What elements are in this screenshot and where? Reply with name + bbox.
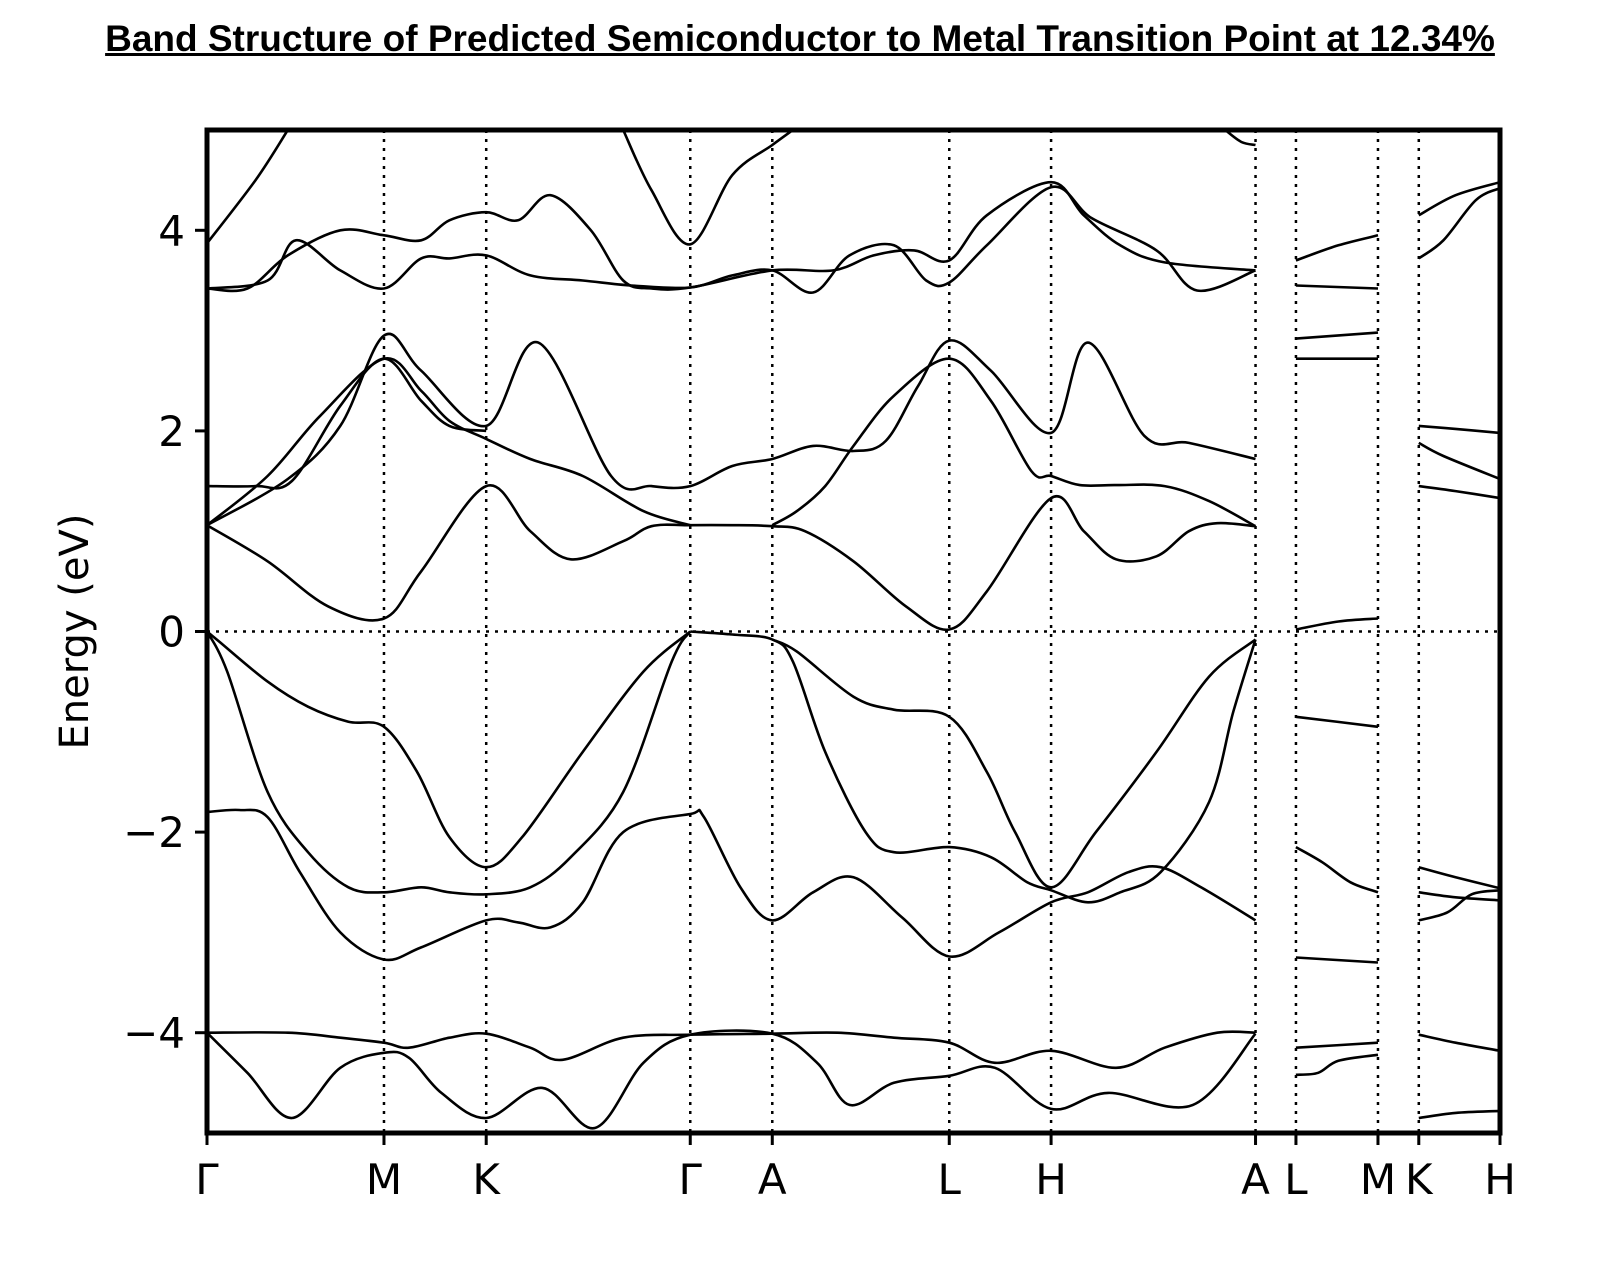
band-line bbox=[1295, 956, 1379, 964]
y-tick-label: 2 bbox=[158, 407, 185, 456]
band-line bbox=[1418, 441, 1500, 481]
band-line bbox=[622, 130, 794, 246]
band-line bbox=[207, 130, 289, 245]
band-line bbox=[207, 332, 1256, 527]
band-line bbox=[207, 180, 1256, 293]
band-line bbox=[1418, 865, 1500, 890]
x-tick-label: Γ bbox=[195, 1155, 219, 1204]
x-tick-label: M bbox=[1360, 1155, 1396, 1204]
band-line bbox=[1418, 891, 1500, 902]
band-line bbox=[771, 638, 1257, 889]
band-line bbox=[1295, 617, 1379, 631]
band-line bbox=[1295, 234, 1379, 262]
band-line bbox=[207, 1030, 1256, 1070]
band-line bbox=[1418, 180, 1500, 217]
band-line bbox=[1418, 889, 1500, 922]
band-line bbox=[1295, 1041, 1379, 1049]
band-line bbox=[690, 630, 1257, 904]
axis-layer: 420−2−4Γ M K Γ A L H A L M K H bbox=[123, 206, 1516, 1204]
y-tick-label: −2 bbox=[123, 808, 185, 857]
band-line bbox=[1418, 1109, 1500, 1120]
band-lines bbox=[207, 130, 1500, 1130]
band-line bbox=[1295, 715, 1379, 729]
band-line bbox=[207, 630, 692, 896]
segment-gap bbox=[1377, 130, 1419, 1133]
y-tick-label: 0 bbox=[158, 608, 185, 657]
band-line bbox=[207, 185, 1256, 294]
kpoint-gridlines bbox=[207, 130, 1500, 1133]
band-line bbox=[1418, 424, 1500, 435]
band-line bbox=[1224, 130, 1256, 147]
band-line bbox=[1418, 484, 1500, 500]
band-line bbox=[207, 1029, 1257, 1130]
band-line bbox=[771, 357, 1257, 528]
band-line bbox=[207, 630, 692, 869]
x-tick-label: K bbox=[1405, 1155, 1434, 1204]
x-tick-label: H bbox=[1484, 1155, 1516, 1204]
x-tick-label: H bbox=[1035, 1155, 1067, 1204]
y-tick-label: −4 bbox=[123, 1009, 185, 1058]
band-line bbox=[207, 484, 1256, 631]
x-tick-label: L bbox=[1284, 1155, 1308, 1204]
y-tick-label: 4 bbox=[158, 206, 185, 255]
band-line bbox=[1295, 1053, 1379, 1077]
x-tick-label: L bbox=[938, 1155, 962, 1204]
band-line bbox=[1295, 284, 1379, 290]
x-tick-label: K bbox=[472, 1155, 501, 1204]
y-axis-title: Energy (eV) bbox=[52, 514, 98, 750]
band-line bbox=[207, 357, 487, 490]
x-tick-label: M bbox=[366, 1155, 402, 1204]
x-tick-label: A bbox=[758, 1155, 787, 1204]
x-tick-label: Γ bbox=[679, 1155, 703, 1204]
band-line bbox=[207, 808, 1257, 962]
chart-title: Band Structure of Predicted Semiconducto… bbox=[105, 18, 1495, 59]
band-line bbox=[1418, 187, 1500, 260]
x-tick-label: A bbox=[1241, 1155, 1270, 1204]
band-line bbox=[1418, 1033, 1500, 1053]
band-line bbox=[1295, 331, 1379, 340]
band-line bbox=[1295, 845, 1379, 894]
band-line bbox=[207, 357, 691, 527]
